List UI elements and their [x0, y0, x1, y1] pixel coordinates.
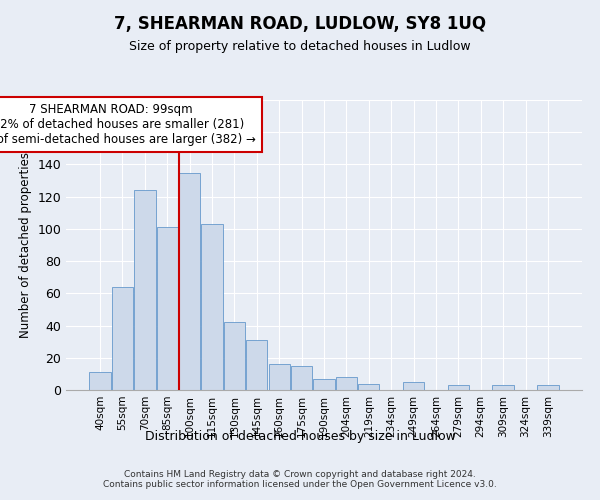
Bar — [202, 224, 223, 390]
Bar — [291, 366, 312, 390]
Bar — [224, 322, 245, 390]
Text: Distribution of detached houses by size in Ludlow: Distribution of detached houses by size … — [145, 430, 455, 443]
Bar — [157, 228, 178, 390]
Text: Contains HM Land Registry data © Crown copyright and database right 2024.
Contai: Contains HM Land Registry data © Crown c… — [103, 470, 497, 490]
Bar — [269, 364, 290, 390]
Bar — [358, 384, 379, 390]
Y-axis label: Number of detached properties: Number of detached properties — [19, 152, 32, 338]
Bar — [134, 190, 155, 390]
Bar — [493, 385, 514, 390]
Bar — [448, 385, 469, 390]
Bar — [89, 372, 111, 390]
Text: 7, SHEARMAN ROAD, LUDLOW, SY8 1UQ: 7, SHEARMAN ROAD, LUDLOW, SY8 1UQ — [114, 15, 486, 33]
Bar — [246, 340, 268, 390]
Bar — [537, 385, 559, 390]
Bar — [112, 287, 133, 390]
Bar — [403, 382, 424, 390]
Bar — [313, 378, 335, 390]
Bar — [336, 377, 357, 390]
Text: 7 SHEARMAN ROAD: 99sqm
← 42% of detached houses are smaller (281)
57% of semi-de: 7 SHEARMAN ROAD: 99sqm ← 42% of detached… — [0, 103, 256, 146]
Bar — [179, 172, 200, 390]
Text: Size of property relative to detached houses in Ludlow: Size of property relative to detached ho… — [129, 40, 471, 53]
